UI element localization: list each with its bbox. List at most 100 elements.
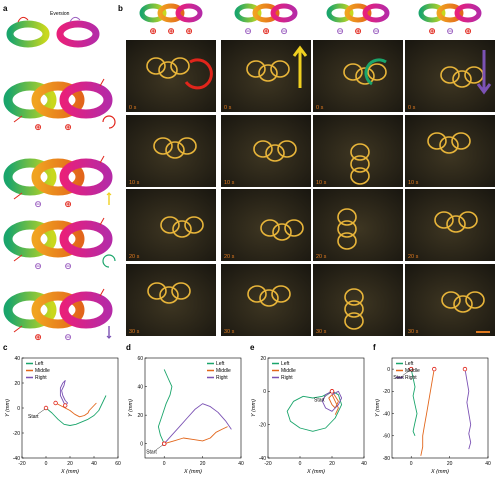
time-label: 10 s — [129, 180, 140, 186]
header-ring-left — [418, 3, 446, 23]
header-ring-right — [175, 3, 203, 23]
column-header-4: ⊕ ⊖ ⊕ — [418, 3, 482, 37]
photo-frame: 30 s — [221, 264, 311, 336]
charge-symbol: ⊖ — [34, 200, 42, 210]
schematic-row-2: ⊖ ⊕ — [3, 155, 113, 210]
time-label: 30 s — [408, 329, 419, 335]
photo-frame: 10 s — [313, 115, 403, 187]
series-line-middle — [328, 391, 339, 415]
ring-in-photo — [246, 60, 266, 78]
charge-symbol: ⊖ — [64, 333, 72, 343]
panel-b-photo-grid: ⊕ ⊕ ⊕ ⊖ ⊕ ⊖ ⊖ ⊕ ⊖ ⊕ ⊖ ⊕ 0 s 0 s 0 s 0 s 10 s 10 s 10 s 10 s… — [126, 3, 495, 336]
charge-symbol: ⊖ — [34, 262, 42, 272]
schematic-row-4: ⊕ ⊖ — [3, 288, 113, 343]
y-tick-label: 60 — [137, 356, 143, 362]
x-tick-label: -20 — [18, 461, 25, 467]
annotation-leader — [37, 408, 46, 415]
down-arrow-icon — [476, 83, 492, 95]
ring-left — [3, 158, 57, 196]
photo-frame: 20 s — [405, 189, 495, 261]
down-arrow-icon — [106, 335, 112, 339]
y-tick-label: -40 — [259, 456, 266, 462]
panel-label-f: f — [373, 343, 376, 352]
ring-in-photo — [453, 295, 473, 313]
force-arrow — [99, 78, 105, 87]
time-label: 0 s — [224, 105, 232, 111]
eversion-arrow — [17, 16, 29, 23]
photo-background — [313, 40, 403, 112]
force-arrow — [99, 288, 105, 297]
column-header-3: ⊖ ⊕ ⊖ — [326, 3, 390, 37]
header-ring-middle — [252, 3, 280, 23]
x-tick-label: 40 — [485, 461, 491, 467]
x-tick-label: 20 — [67, 461, 73, 467]
legend-label: Middle — [281, 368, 296, 374]
photo-frame: 30 s — [126, 264, 216, 336]
ring-in-photo — [153, 137, 173, 155]
time-label: 30 s — [316, 329, 327, 335]
ring-in-photo — [337, 220, 357, 238]
time-label: 30 s — [129, 329, 140, 335]
ring-in-photo — [350, 167, 370, 185]
y-tick-label: -40 — [13, 456, 20, 462]
photo-background — [221, 189, 311, 261]
charge-symbol: ⊕ — [167, 27, 175, 37]
photo-frame: 0 s — [126, 40, 216, 112]
start-marker — [161, 441, 167, 446]
photo-frame: 20 s — [221, 189, 311, 261]
legend-label: Left — [216, 361, 225, 367]
start-marker — [432, 366, 437, 372]
start-marker — [329, 389, 335, 394]
charge-symbol: ⊕ — [185, 27, 193, 37]
header-ring-middle — [157, 3, 185, 23]
time-label: 0 s — [408, 105, 416, 111]
ring-in-photo — [439, 136, 459, 154]
cw-arrow-icon — [184, 58, 213, 90]
charge-symbol: ⊕ — [262, 27, 270, 37]
series-line-middle — [164, 426, 228, 445]
photo-background — [405, 264, 495, 336]
ring-in-photo — [350, 143, 370, 161]
force-arrow — [99, 155, 105, 164]
series-line-left — [286, 390, 343, 432]
ring-left — [3, 220, 57, 258]
column-header-2: ⊖ ⊕ ⊖ — [234, 3, 298, 37]
start-annotation: Start — [146, 450, 157, 456]
time-label: 10 s — [316, 180, 327, 186]
ring-in-photo — [284, 219, 304, 237]
ring-in-photo — [260, 219, 280, 237]
ring-in-photo — [247, 285, 267, 303]
ring-in-photo — [343, 63, 363, 81]
panel-label-e: e — [250, 343, 255, 352]
y-tick-label: 40 — [14, 356, 20, 362]
time-label: 20 s — [129, 254, 140, 260]
legend-label: Middle — [35, 368, 50, 374]
series-line-right — [163, 403, 232, 445]
series-line-left — [45, 395, 107, 426]
plot-frame — [144, 357, 242, 459]
header-ring-left — [139, 3, 167, 23]
y-axis-label: Y (mm) — [375, 399, 381, 417]
ring-in-photo — [159, 286, 179, 304]
panel-label-d: d — [126, 343, 131, 352]
ring-in-photo — [259, 289, 279, 307]
start-marker — [462, 366, 468, 372]
x-tick-label: 40 — [361, 461, 367, 467]
x-tick-label: 60 — [115, 461, 121, 467]
charge-symbol: ⊖ — [280, 27, 288, 37]
ring-in-photo — [172, 220, 192, 238]
start-annotation: Start — [28, 414, 39, 420]
charge-symbol: ⊕ — [149, 27, 157, 37]
motion-arrows — [184, 45, 492, 333]
photo-background — [405, 40, 495, 112]
start-marker — [43, 405, 49, 411]
ring-in-photo — [434, 211, 454, 229]
plot-frame — [391, 357, 489, 459]
ring-left — [3, 291, 57, 329]
ring-in-photo — [344, 312, 364, 330]
ring-in-photo — [427, 132, 447, 150]
ring-in-photo — [272, 223, 292, 241]
ring-in-photo — [160, 216, 180, 234]
up-arrow-icon — [106, 192, 112, 196]
